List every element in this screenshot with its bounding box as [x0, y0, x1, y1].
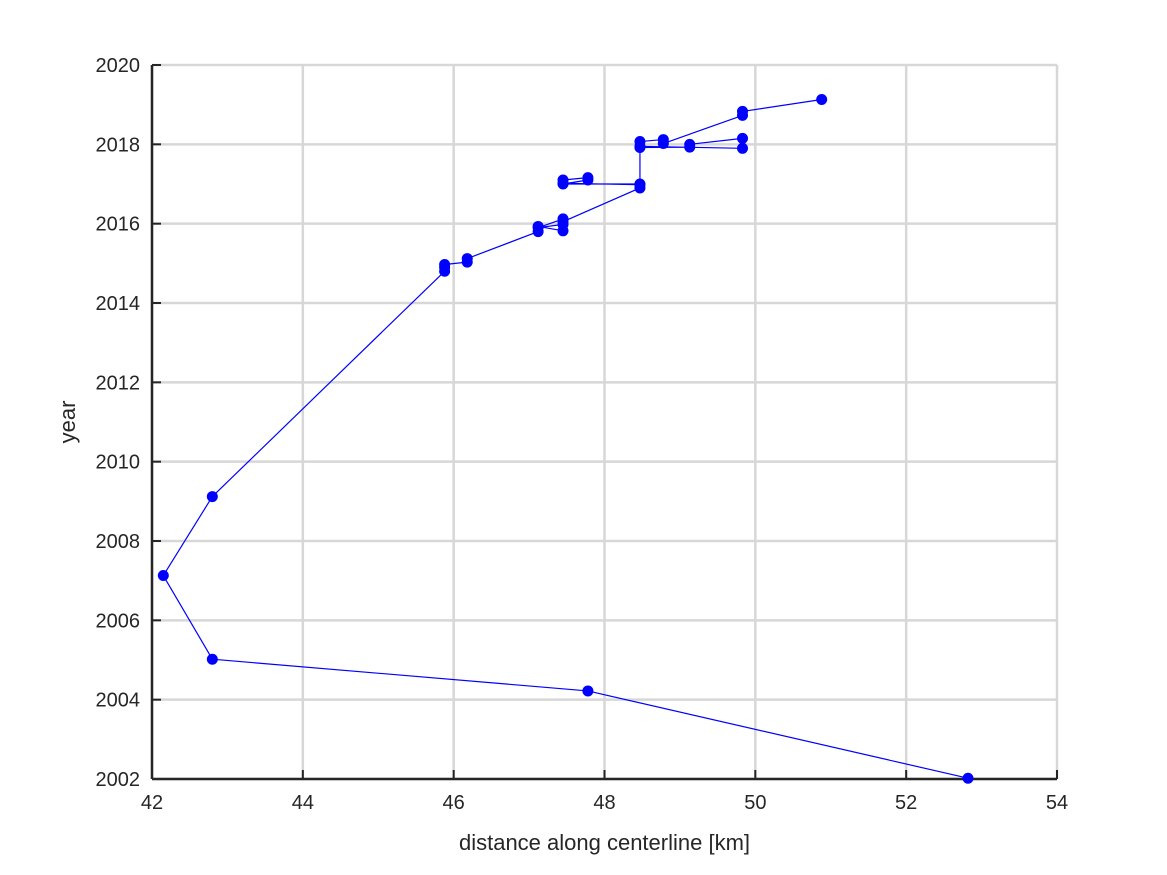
x-tick-label: 50	[744, 792, 766, 814]
x-tick-label: 44	[292, 792, 314, 814]
data-point	[737, 105, 749, 117]
y-tick-label: 2020	[96, 55, 141, 77]
data-point	[206, 491, 218, 503]
data-point	[439, 259, 451, 271]
data-point	[816, 94, 828, 106]
data-point	[962, 772, 974, 784]
y-tick-label: 2016	[96, 214, 141, 236]
plot-series	[157, 94, 974, 784]
x-tick-label: 54	[1046, 792, 1068, 814]
data-point	[557, 178, 569, 190]
data-point	[684, 141, 696, 153]
data-point	[532, 222, 544, 234]
data-point	[582, 685, 594, 697]
x-tick-label: 48	[593, 792, 615, 814]
data-point	[206, 653, 218, 665]
tick-marks	[151, 64, 1058, 780]
y-tick-label: 2012	[96, 372, 141, 394]
data-point	[557, 216, 569, 228]
data-point	[157, 570, 169, 582]
y-tick-label: 2004	[96, 690, 141, 712]
y-tick-label: 2014	[96, 293, 141, 315]
y-tick-label: 2010	[96, 452, 141, 474]
data-point	[582, 174, 594, 186]
data-point	[634, 178, 646, 190]
y-axis-title: year	[55, 401, 80, 444]
x-axis-title: distance along centerline [km]	[459, 830, 750, 855]
y-tick-label: 2008	[96, 531, 141, 553]
x-tick-label: 52	[895, 792, 917, 814]
data-point	[737, 132, 749, 144]
data-point	[657, 138, 669, 150]
x-tick-label: 42	[141, 792, 163, 814]
data-point	[737, 142, 749, 154]
x-tick-label: 46	[443, 792, 465, 814]
tick-labels: 42 44 46 48 50 52 54 2002 2004 2006 2008 2010 2012 20…	[96, 55, 1069, 814]
y-tick-label: 2018	[96, 134, 141, 156]
y-tick-label: 2002	[96, 769, 141, 791]
data-point	[461, 253, 473, 265]
data-point	[634, 136, 646, 148]
y-tick-label: 2006	[96, 610, 141, 632]
